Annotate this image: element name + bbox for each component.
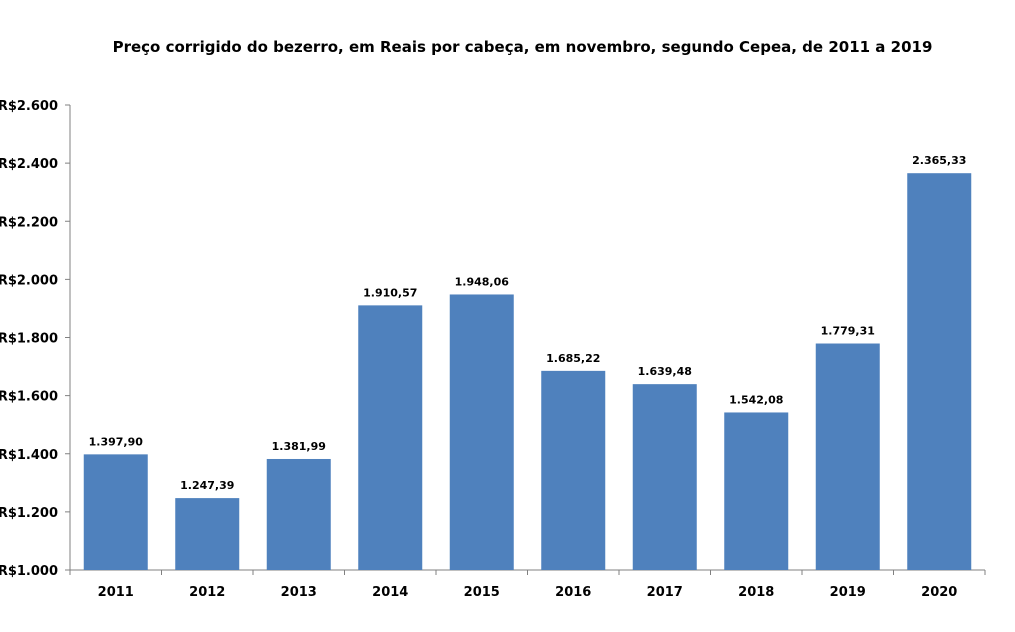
bar	[449, 294, 514, 570]
data-label: 2.365,33	[912, 154, 966, 167]
bar	[541, 370, 606, 570]
x-tick-label: 2016	[555, 585, 591, 600]
x-tick-label: 2020	[921, 585, 957, 600]
bar	[358, 305, 423, 570]
data-label: 1.397,90	[89, 435, 144, 448]
data-label: 1.779,31	[821, 325, 875, 338]
chart-title: Preço corrigido do bezerro, em Reais por…	[112, 38, 933, 56]
y-tick-label: R$2.000	[0, 273, 58, 288]
x-tick-label: 2017	[647, 585, 683, 600]
data-label: 1.948,06	[455, 275, 510, 288]
y-tick-label: R$1.000	[0, 564, 58, 579]
data-label: 1.247,39	[180, 479, 234, 492]
bar	[815, 343, 880, 570]
bar	[175, 498, 240, 570]
y-tick-label: R$1.200	[0, 506, 58, 521]
y-tick-label: R$2.200	[0, 215, 58, 230]
x-tick-label: 2012	[189, 585, 225, 600]
y-tick-label: R$2.400	[0, 157, 58, 172]
bar	[907, 173, 972, 570]
x-tick-label: 2011	[98, 585, 134, 600]
data-label: 1.381,99	[272, 440, 326, 453]
bar	[266, 458, 331, 570]
x-tick-label: 2013	[281, 585, 317, 600]
data-label: 1.639,48	[638, 365, 692, 378]
bar	[83, 454, 148, 570]
data-label: 1.910,57	[363, 286, 417, 299]
bar	[632, 384, 697, 570]
x-tick-label: 2018	[738, 585, 774, 600]
y-tick-label: R$1.800	[0, 332, 58, 347]
x-tick-label: 2015	[464, 585, 500, 600]
x-tick-label: 2019	[830, 585, 866, 600]
data-label: 1.542,08	[729, 393, 783, 406]
y-tick-label: R$2.600	[0, 99, 58, 114]
y-tick-label: R$1.600	[0, 390, 58, 405]
data-label: 1.685,22	[546, 352, 600, 365]
bar	[724, 412, 789, 570]
x-tick-label: 2014	[372, 585, 408, 600]
y-tick-label: R$1.400	[0, 448, 58, 463]
